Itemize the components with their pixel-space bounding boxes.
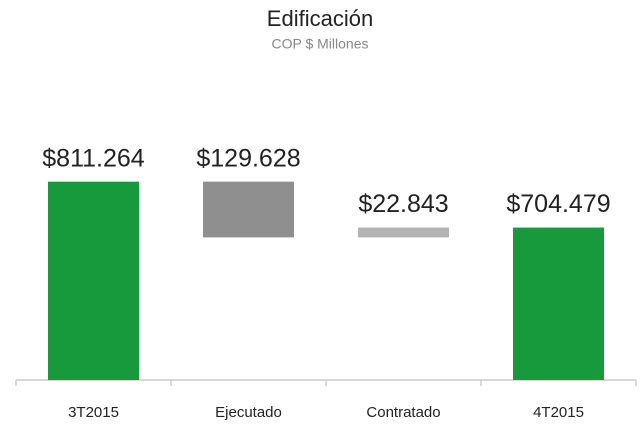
bar <box>358 227 449 238</box>
x-tick-label: 4T2015 <box>533 404 584 421</box>
bar <box>203 181 294 238</box>
value-label: $704.479 <box>506 190 610 218</box>
chart-subtitle: COP $ Millones <box>271 36 368 52</box>
bar <box>513 227 604 380</box>
x-tick-label: 3T2015 <box>68 404 119 421</box>
chart-title: Edificación <box>267 6 373 31</box>
x-tick-label: Ejecutado <box>215 404 282 421</box>
bar <box>48 181 139 380</box>
value-label: $811.264 <box>42 144 145 172</box>
value-label: $129.628 <box>196 144 300 172</box>
value-label: $22.843 <box>358 190 448 218</box>
x-tick-label: Contratado <box>366 404 440 421</box>
